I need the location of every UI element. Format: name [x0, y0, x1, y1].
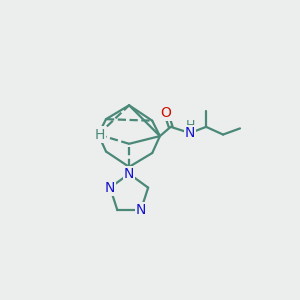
Text: N: N — [136, 203, 146, 217]
Text: O: O — [160, 106, 172, 120]
Text: H: H — [95, 128, 105, 142]
Text: N: N — [124, 167, 134, 181]
Text: H: H — [185, 119, 195, 132]
Text: N: N — [105, 181, 115, 195]
Text: N: N — [185, 126, 195, 140]
